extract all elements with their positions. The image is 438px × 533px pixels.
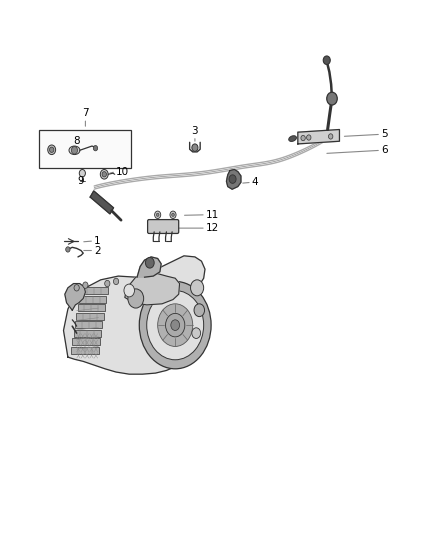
- Text: 10: 10: [116, 167, 129, 176]
- Circle shape: [66, 247, 70, 252]
- Circle shape: [194, 304, 205, 317]
- Circle shape: [79, 169, 85, 177]
- Circle shape: [102, 172, 106, 177]
- Circle shape: [105, 280, 110, 287]
- Circle shape: [100, 169, 108, 179]
- Circle shape: [113, 278, 119, 285]
- Bar: [72, 338, 100, 345]
- Circle shape: [93, 146, 98, 151]
- Circle shape: [147, 290, 204, 360]
- Ellipse shape: [69, 146, 80, 155]
- Polygon shape: [64, 256, 205, 374]
- Bar: [76, 313, 104, 320]
- Circle shape: [155, 211, 161, 219]
- Polygon shape: [125, 272, 180, 305]
- Circle shape: [191, 280, 204, 296]
- Text: 7: 7: [82, 108, 89, 118]
- Bar: [80, 287, 108, 294]
- Circle shape: [74, 285, 79, 291]
- Circle shape: [48, 145, 56, 155]
- Circle shape: [145, 257, 154, 268]
- Circle shape: [328, 134, 333, 139]
- FancyBboxPatch shape: [148, 220, 179, 233]
- Circle shape: [49, 147, 54, 152]
- Ellipse shape: [289, 136, 297, 141]
- Circle shape: [171, 320, 180, 330]
- Circle shape: [327, 92, 337, 105]
- Circle shape: [156, 213, 159, 216]
- Circle shape: [128, 289, 144, 308]
- Circle shape: [83, 282, 88, 288]
- Circle shape: [229, 175, 236, 183]
- Bar: [71, 347, 99, 354]
- Bar: [39, 130, 131, 168]
- Circle shape: [158, 304, 193, 346]
- Text: 6: 6: [381, 146, 388, 155]
- Circle shape: [139, 281, 211, 369]
- Circle shape: [323, 56, 330, 64]
- Circle shape: [166, 313, 185, 337]
- Circle shape: [172, 213, 174, 216]
- Circle shape: [170, 211, 176, 219]
- Bar: [75, 321, 102, 328]
- Text: 2: 2: [94, 246, 101, 255]
- Circle shape: [124, 284, 134, 297]
- Circle shape: [71, 147, 78, 154]
- Text: 1: 1: [94, 236, 101, 246]
- Circle shape: [307, 135, 311, 140]
- Polygon shape: [137, 257, 161, 277]
- Text: 9: 9: [78, 176, 85, 186]
- Circle shape: [192, 328, 201, 338]
- Text: 12: 12: [206, 223, 219, 233]
- Text: 5: 5: [381, 130, 388, 139]
- Bar: [74, 330, 101, 337]
- Text: 3: 3: [191, 126, 198, 136]
- Circle shape: [301, 135, 305, 141]
- Polygon shape: [298, 130, 339, 144]
- Text: 11: 11: [206, 210, 219, 220]
- Polygon shape: [65, 284, 85, 310]
- Bar: [78, 304, 105, 311]
- Text: 8: 8: [73, 136, 80, 146]
- Circle shape: [192, 144, 198, 151]
- Polygon shape: [226, 169, 241, 189]
- Text: 4: 4: [252, 177, 258, 187]
- Bar: [79, 296, 106, 303]
- Polygon shape: [90, 191, 113, 214]
